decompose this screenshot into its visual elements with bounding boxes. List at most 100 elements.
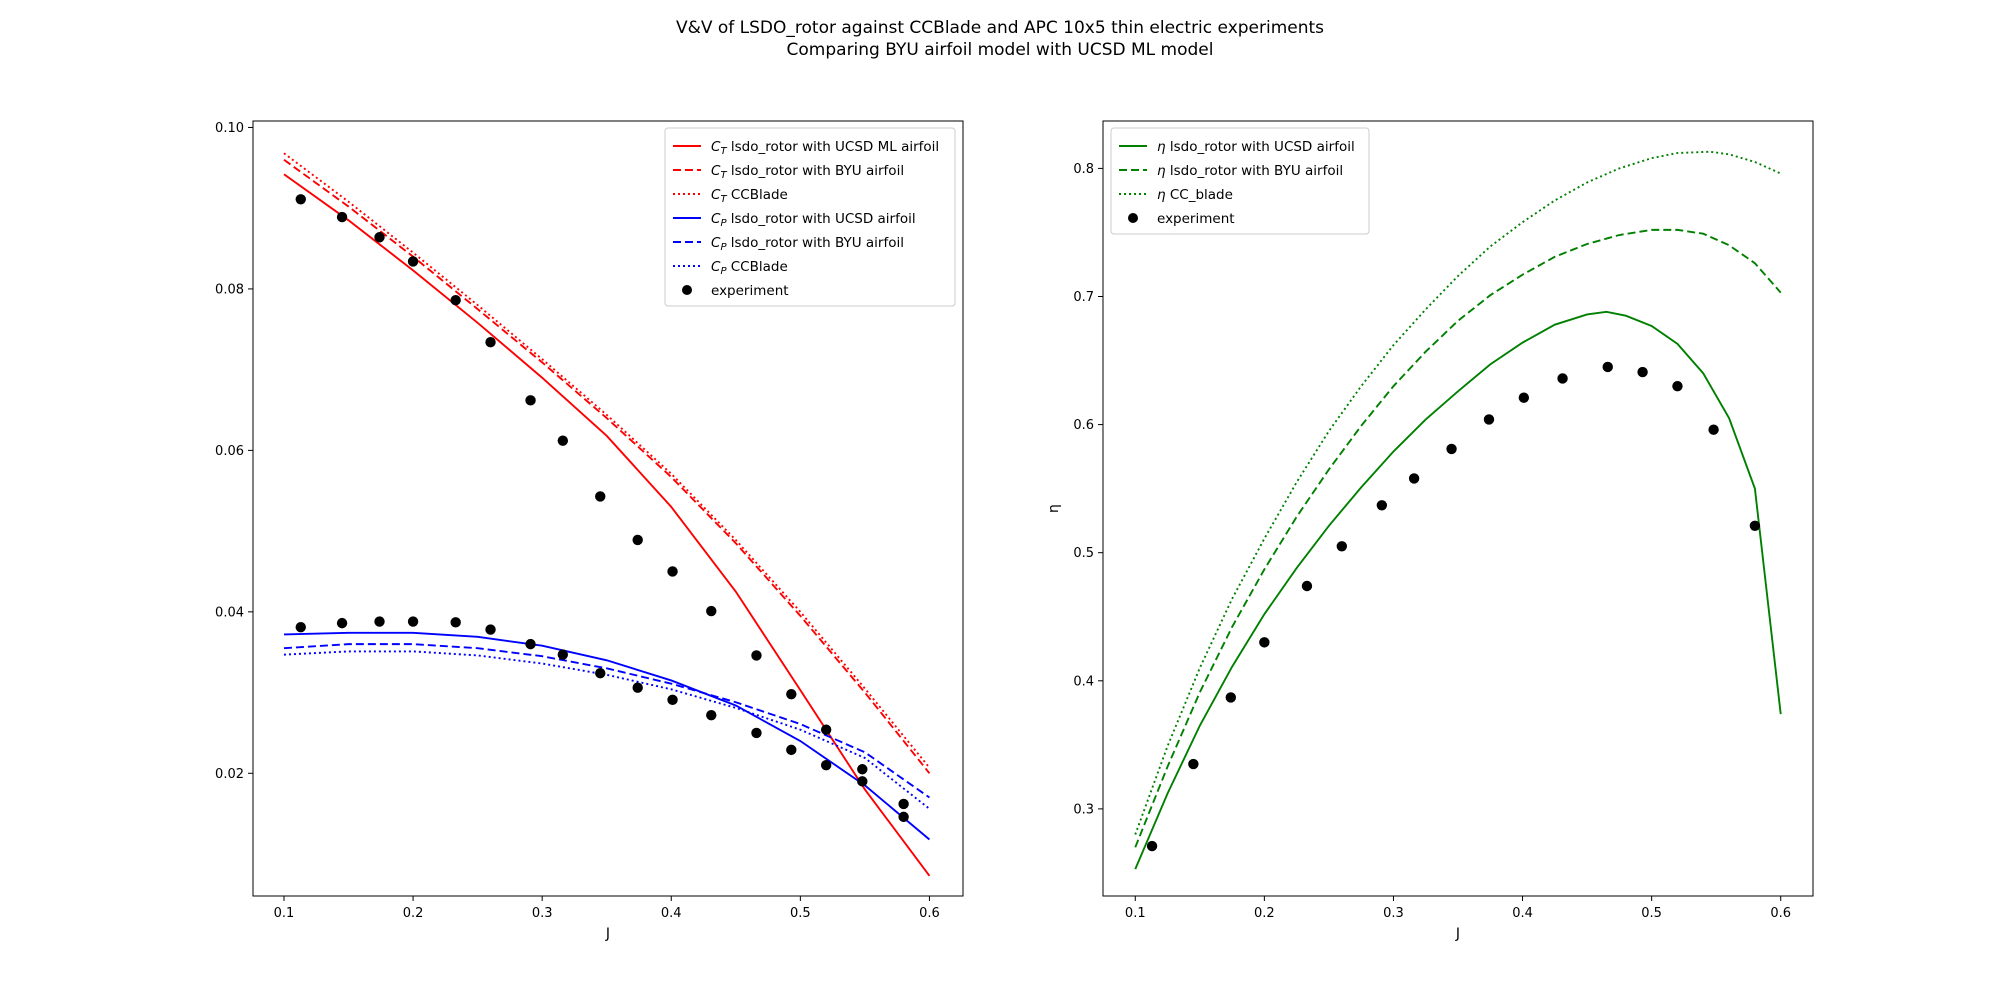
experiment-point	[1301, 580, 1313, 592]
legend-entry: CP lsdo_rotor with UCSD airfoil	[711, 211, 916, 229]
y-tick-label: 0.08	[215, 282, 244, 297]
x-tick-label: 0.1	[274, 906, 295, 921]
experiment-markers	[295, 194, 909, 823]
experiment-point	[336, 617, 348, 629]
legend-label: lsdo_rotor with BYU airfoil	[1166, 163, 1344, 179]
legend-symbol: η	[1157, 187, 1166, 203]
x-tick-label: 0.3	[1383, 906, 1404, 921]
experiment-point	[1259, 637, 1270, 648]
experiment-point	[1602, 361, 1613, 373]
series-CP-solid-line	[283, 631, 931, 841]
series-CT-solid-line	[283, 173, 931, 877]
experiment-point	[1672, 380, 1683, 392]
x-tick-label: 0.2	[403, 906, 424, 921]
legend-subscript: T	[720, 194, 727, 205]
experiment-point	[485, 336, 496, 348]
x-tick-label: 0.5	[790, 906, 811, 921]
experiment-point	[336, 211, 348, 223]
series-eta-solid-line	[1134, 310, 1782, 870]
experiment-point	[407, 616, 419, 627]
legend-symbol: C	[711, 187, 721, 203]
legend-symbol: C	[711, 259, 721, 275]
experiment-point	[485, 624, 496, 635]
x-axis-label: J	[605, 926, 610, 942]
series-eta-dashed-line	[1134, 228, 1782, 848]
legend-entry: CT CCBlade	[711, 187, 788, 205]
x-tick-label: 0.6	[1770, 906, 1791, 921]
experiment-point	[632, 682, 643, 693]
y-tick-label: 0.4	[1073, 674, 1094, 689]
x-axis-label: J	[1455, 926, 1460, 942]
legend-label: experiment	[711, 283, 789, 299]
experiment-point	[751, 727, 762, 739]
experiment-point	[374, 232, 385, 243]
experiment-point	[295, 621, 306, 633]
experiment-point	[706, 605, 717, 617]
legend-entry: η lsdo_rotor with UCSD airfoil	[1157, 139, 1355, 155]
experiment-point	[295, 194, 306, 205]
legend: η lsdo_rotor with UCSD airfoil η lsdo_rot…	[1110, 127, 1370, 235]
experiment-point	[667, 694, 678, 706]
experiment-point	[595, 491, 606, 502]
experiment-point	[557, 649, 569, 660]
y-tick-label: 0.5	[1073, 546, 1094, 561]
figure-title: V&V of LSDO_rotor against CCBlade and AP…	[676, 18, 1324, 38]
experiment-markers	[1146, 361, 1761, 852]
series-CP-dashed-line	[283, 643, 930, 799]
experiment-point	[1518, 392, 1530, 403]
legend-subscript: P	[720, 266, 727, 277]
legend-label: lsdo_rotor with UCSD airfoil	[726, 211, 915, 227]
legend-entry: CT lsdo_rotor with UCSD ML airfoil	[711, 139, 939, 157]
legend-label: CC_blade	[1166, 187, 1233, 203]
y-tick-label: 0.3	[1073, 802, 1094, 817]
experiment-point	[525, 395, 536, 406]
series-CT-dotted-line	[283, 152, 931, 769]
experiment-point	[595, 667, 606, 679]
legend-entry: CP CCBlade	[711, 259, 788, 277]
legend-label: lsdo_rotor with BYU airfoil	[726, 235, 904, 251]
legend-subscript: T	[720, 170, 727, 181]
experiment-point	[450, 617, 461, 628]
experiment-point	[786, 744, 797, 756]
x-tick-label: 0.4	[1512, 906, 1533, 921]
experiment-point	[1188, 758, 1199, 770]
plot-frame	[252, 120, 964, 897]
x-tick-label: 0.5	[1641, 906, 1662, 921]
legend-label: experiment	[1157, 211, 1235, 227]
y-tick-label: 0.10	[215, 121, 244, 136]
legend-label: lsdo_rotor with UCSD ML airfoil	[727, 139, 940, 155]
experiment-point	[706, 709, 717, 721]
legend-entry: CP lsdo_rotor with BYU airfoil	[711, 235, 904, 253]
legend-label: lsdo_rotor with BYU airfoil	[727, 163, 905, 179]
y-axis-label: η	[1046, 504, 1062, 513]
experiment-point	[1557, 373, 1568, 384]
legend-symbol: C	[711, 139, 721, 155]
experiment-point	[751, 650, 762, 661]
legend-box	[664, 127, 956, 307]
experiment-point	[1336, 541, 1348, 552]
y-tick-label: 0.04	[215, 605, 244, 620]
legend-entry: η CC_blade	[1157, 187, 1233, 203]
experiment-point	[557, 435, 569, 446]
x-tick-label: 0.1	[1125, 906, 1146, 921]
experiment-point	[857, 764, 868, 775]
experiment-point	[1146, 840, 1158, 852]
experiment-point	[898, 811, 909, 823]
figure-subtitle: Comparing BYU airfoil model with UCSD ML…	[787, 40, 1214, 60]
y-tick-label: 0.8	[1073, 162, 1094, 177]
legend-symbol: η	[1157, 163, 1166, 179]
x-tick-label: 0.2	[1254, 906, 1275, 921]
plot-frame	[1102, 120, 1814, 897]
experiment-point	[1446, 443, 1457, 455]
y-tick-label: 0.02	[215, 767, 244, 782]
experiment-point	[450, 295, 461, 306]
experiment-point	[632, 534, 643, 546]
x-tick-label: 0.3	[532, 906, 553, 921]
experiment-point	[1376, 500, 1388, 511]
experiment-point	[898, 798, 909, 810]
legend-entry: CT lsdo_rotor with BYU airfoil	[711, 163, 904, 181]
legend-marker-experiment	[1128, 213, 1138, 223]
experiment-point	[820, 760, 832, 771]
